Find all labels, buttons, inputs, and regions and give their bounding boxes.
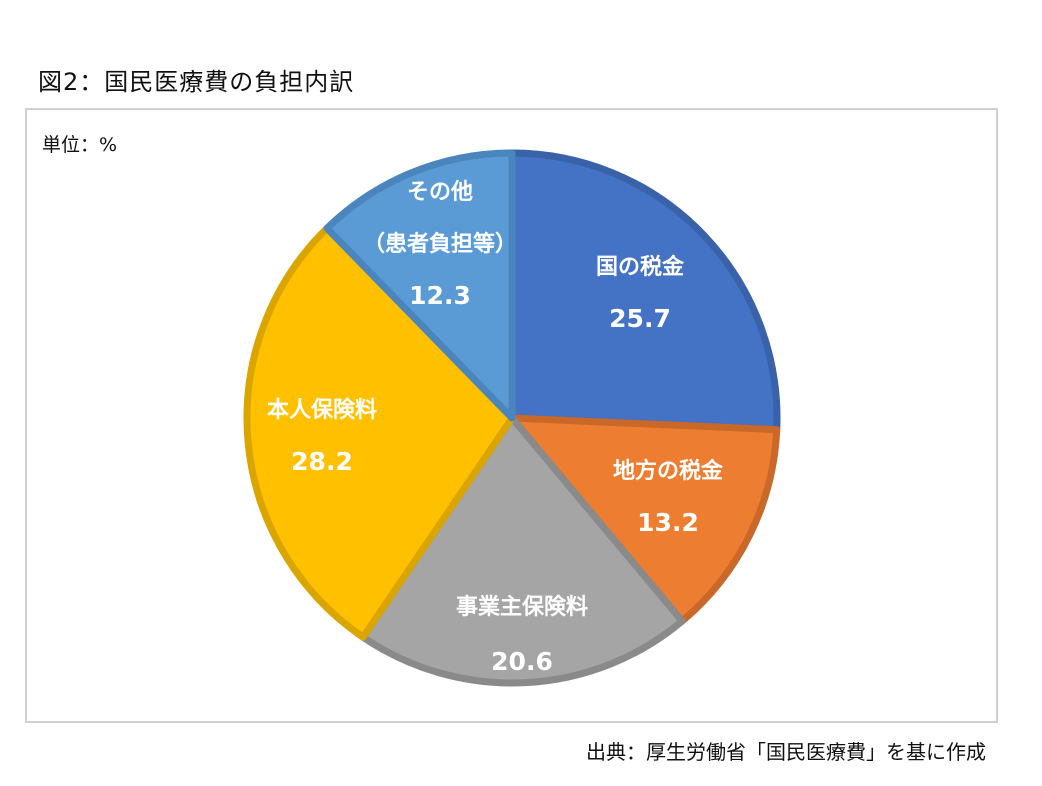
slice-value: 12.3 — [409, 281, 471, 310]
slice-value: 28.2 — [291, 447, 353, 476]
pie-labels: 国の税金 25.7 地方の税金 13.2 事業主保険料 20.6 本人保険料 28.2 その他 （… — [267, 180, 724, 676]
source-note: 出典：厚生労働省「国民医療費」を基に作成 — [586, 740, 986, 764]
pie-slice — [243, 224, 516, 641]
pie-slice — [323, 149, 516, 422]
slice-value: 25.7 — [609, 304, 671, 333]
slice-label: 地方の税金 — [613, 458, 724, 484]
slice-label: 本人保険料 — [267, 398, 377, 423]
slice-label: 国の税金 — [596, 254, 685, 280]
pie-slice — [508, 414, 781, 625]
slice-value: 20.6 — [491, 647, 553, 676]
pie-slice — [359, 414, 686, 687]
slice-label: その他 — [407, 180, 473, 205]
figure-title: 図2：国民医療費の負担内訳 — [38, 68, 355, 96]
slice-label: 事業主保険料 — [456, 594, 588, 620]
slice-value: 13.2 — [637, 508, 699, 537]
pie-slices — [243, 149, 781, 687]
pie-slice — [508, 149, 781, 434]
unit-label: 単位：% — [42, 134, 118, 156]
slice-label: （患者負担等） — [363, 231, 517, 257]
